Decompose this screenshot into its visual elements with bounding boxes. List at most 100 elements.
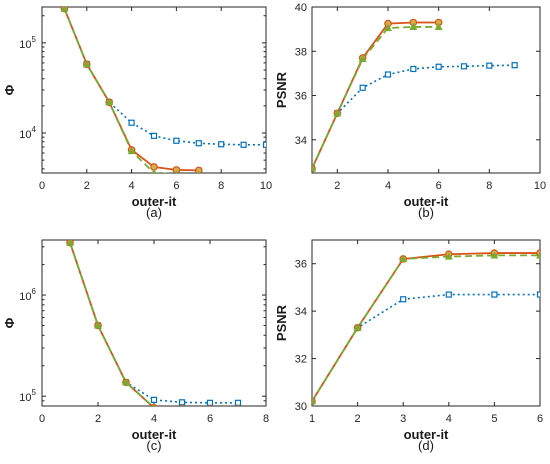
data-point-triangle xyxy=(82,60,91,68)
data-point-triangle xyxy=(312,397,316,405)
data-point-square xyxy=(178,399,186,406)
y-axis-title-b: PSNR xyxy=(274,71,289,108)
x-tick-label-a: 8 xyxy=(218,180,224,192)
x-tick-label-b: 2 xyxy=(334,180,340,192)
y-tick-label-b: 40 xyxy=(295,2,307,14)
x-tick-label-c: 6 xyxy=(207,413,213,425)
data-point-triangle xyxy=(434,22,443,30)
data-point-circle xyxy=(172,166,181,173)
data-point-triangle xyxy=(399,254,408,263)
y-tick-base-a: 10 xyxy=(19,39,31,51)
y-tick-label-d: 30 xyxy=(295,401,307,413)
series-group-c xyxy=(66,240,242,406)
data-point-square xyxy=(150,396,158,403)
data-point-triangle xyxy=(536,251,540,259)
data-point-square xyxy=(410,65,417,73)
data-point-square xyxy=(234,399,242,406)
y-tick-label-d: 34 xyxy=(295,306,307,318)
caption-b: (b) xyxy=(418,205,434,220)
y-tick-label-d: 32 xyxy=(295,354,307,366)
y-tick-label-a: 105 xyxy=(19,35,36,51)
x-tick-label-b: 10 xyxy=(534,180,546,192)
x-tick-label-d: 1 xyxy=(309,413,315,425)
data-point-circle xyxy=(235,405,241,406)
data-point-triangle xyxy=(490,251,499,259)
data-point-circle xyxy=(207,405,213,406)
data-point-triangle xyxy=(384,23,392,32)
data-point-triangle xyxy=(353,323,362,331)
plot-area-a xyxy=(41,6,267,174)
y-tick-label-c: 105 xyxy=(19,388,36,404)
series-group-d xyxy=(312,249,540,406)
y-tick-label-b: 38 xyxy=(295,46,307,58)
data-point-square xyxy=(173,137,180,144)
data-point-triangle xyxy=(209,405,211,406)
data-point-triangle xyxy=(152,403,156,406)
data-point-square xyxy=(218,141,225,148)
x-axis-title-c: outer-it xyxy=(132,427,177,442)
x-tick-label-a: 10 xyxy=(260,180,272,192)
y-tick-label-b: 36 xyxy=(295,91,307,103)
plot-area-c xyxy=(41,239,267,407)
data-point-triangle xyxy=(105,98,114,106)
data-point-triangle xyxy=(174,169,179,173)
data-point-square xyxy=(400,296,407,303)
series-group-a xyxy=(60,7,266,173)
data-point-square xyxy=(491,291,498,298)
y-tick-exp-c: 6 xyxy=(32,287,37,296)
data-point-triangle xyxy=(444,252,453,260)
x-tick-label-c: 0 xyxy=(39,413,45,425)
x-tick-label-a: 0 xyxy=(39,180,45,192)
y-tick-exp-a: 4 xyxy=(32,125,37,134)
x-tick-label-d: 5 xyxy=(491,413,497,425)
y-tick-exp-a: 5 xyxy=(32,35,37,44)
x-tick-label-b: 6 xyxy=(436,180,442,192)
x-tick-label-d: 2 xyxy=(355,413,361,425)
data-point-square xyxy=(150,132,158,139)
data-point-circle xyxy=(195,166,203,173)
data-point-square xyxy=(486,62,493,69)
data-point-square xyxy=(445,291,452,298)
data-point-triangle xyxy=(151,168,157,173)
data-point-triangle xyxy=(181,405,183,406)
data-point-circle xyxy=(179,405,185,406)
data-point-square xyxy=(435,63,442,70)
data-point-square xyxy=(536,291,540,298)
data-point-square xyxy=(128,119,135,126)
y-tick-base-c: 10 xyxy=(19,392,31,404)
y-tick-label-c: 106 xyxy=(19,287,36,303)
x-tick-label-d: 4 xyxy=(446,413,452,425)
y-axis-title-a: Φ xyxy=(2,84,17,95)
data-point-square xyxy=(262,141,266,148)
data-point-triangle xyxy=(197,170,201,173)
y-tick-label-d: 36 xyxy=(295,259,307,271)
x-axis-title-a: outer-it xyxy=(132,194,177,209)
x-tick-label-c: 8 xyxy=(263,413,269,425)
chart-b: 2 4 6 8 10 34 36 38 40 outer-it PSNR (b) xyxy=(274,2,546,220)
data-point-triangle xyxy=(237,405,239,406)
data-point-square xyxy=(384,71,392,78)
data-point-triangle xyxy=(60,7,69,12)
data-point-square xyxy=(240,141,247,148)
y-tick-exp-c: 5 xyxy=(32,388,37,397)
plot-area-b xyxy=(311,6,541,174)
data-point-square xyxy=(195,140,202,147)
data-point-triangle xyxy=(66,240,74,246)
data-point-triangle xyxy=(312,164,316,172)
x-tick-label-c: 2 xyxy=(95,413,101,425)
caption-a: (a) xyxy=(146,205,162,220)
x-tick-label-b: 8 xyxy=(486,180,492,192)
y-axis-title-c: Φ xyxy=(2,317,17,328)
series-line-green-dashed-triangle xyxy=(312,254,540,402)
x-tick-label-a: 2 xyxy=(84,180,90,192)
y-tick-base-a: 10 xyxy=(19,129,31,141)
data-point-triangle xyxy=(333,109,342,117)
data-point-triangle xyxy=(409,22,418,30)
caption-c: (c) xyxy=(146,438,161,453)
plot-area-d xyxy=(311,239,541,407)
x-tick-label-a: 4 xyxy=(129,180,135,192)
